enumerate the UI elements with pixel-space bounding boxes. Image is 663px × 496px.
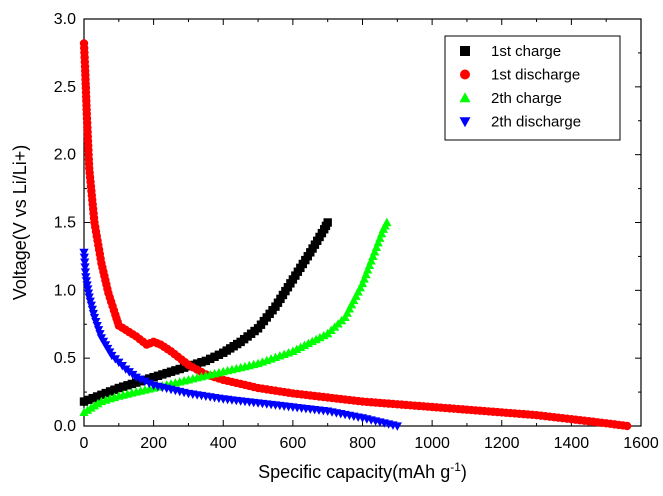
series-2th-charge — [79, 217, 392, 417]
x-tick-label-200: 200 — [140, 435, 167, 452]
plot-area — [79, 39, 632, 431]
data-point — [175, 364, 184, 374]
data-point — [371, 242, 382, 251]
data-point — [84, 395, 93, 405]
data-point — [323, 218, 332, 227]
x-axis-title-superscript: -1 — [450, 460, 461, 474]
data-point — [366, 256, 376, 265]
axes: 0 200 400 600 800 1000 1200 1400 1600 0.0 0.5 1.0 1.… — [54, 11, 659, 452]
series-1st-discharge — [79, 39, 632, 431]
data-point — [79, 248, 89, 258]
data-point — [351, 291, 361, 300]
data-point — [357, 278, 368, 288]
legend-marker-3 — [459, 92, 471, 103]
data-point — [355, 282, 365, 292]
data-point — [377, 228, 387, 238]
legend-label-4: 2th discharge — [491, 114, 581, 131]
legend-label-3: 2th charge — [491, 90, 562, 107]
y-tick-label-3.0: 3.0 — [54, 11, 76, 28]
data-point — [382, 217, 392, 227]
x-tick-label-1200: 1200 — [484, 435, 520, 452]
x-tick-label-400: 400 — [210, 435, 237, 452]
series-2th-discharge — [79, 248, 402, 431]
data-point — [622, 421, 632, 431]
data-point — [340, 312, 350, 322]
x-tick-label-0: 0 — [80, 435, 89, 452]
data-point — [205, 354, 215, 364]
y-tick-label-0.0: 0.0 — [54, 418, 76, 435]
data-point — [201, 356, 211, 366]
data-point — [92, 392, 102, 401]
legend-box — [444, 35, 621, 141]
data-point — [375, 233, 385, 242]
x-tick-label-1400: 1400 — [554, 435, 590, 452]
data-point — [171, 366, 180, 375]
x-tick-label-600: 600 — [280, 435, 307, 452]
data-point — [88, 393, 97, 403]
data-point — [179, 363, 189, 372]
data-point — [101, 388, 110, 398]
data-point — [80, 268, 91, 277]
y-tick-label-0.5: 0.5 — [54, 350, 76, 367]
legend-marker-1 — [460, 46, 470, 56]
x-axis-title-main: Specific capacity(mAh g — [258, 462, 450, 482]
data-point — [132, 378, 141, 387]
data-point — [368, 251, 378, 260]
data-point — [80, 263, 90, 272]
data-point — [118, 382, 128, 391]
legend-label-1: 1st charge — [491, 43, 561, 60]
data-point — [149, 372, 158, 382]
data-point — [97, 390, 106, 399]
data-point — [364, 260, 375, 270]
data-point — [105, 387, 115, 396]
legend-marker-4 — [459, 117, 471, 128]
data-point — [127, 379, 137, 389]
legend-marker-2 — [460, 69, 470, 80]
data-point — [344, 304, 355, 313]
data-point — [79, 397, 89, 406]
data-point — [162, 368, 171, 378]
x-axis-title-close: ) — [461, 462, 467, 482]
data-point — [214, 350, 224, 359]
data-point — [79, 253, 89, 263]
x-tick-label-1600: 1600 — [623, 435, 659, 452]
data-point — [114, 383, 124, 393]
x-axis-title: Specific capacity(mAh g-1) — [258, 460, 467, 482]
data-point — [110, 385, 119, 394]
data-point — [158, 370, 167, 379]
y-tick-label-1.0: 1.0 — [54, 282, 76, 299]
legend: 1st charge 1st discharge 2th charge 2th dis… — [444, 35, 621, 141]
data-point — [363, 265, 373, 274]
data-point — [197, 358, 206, 367]
data-point — [392, 422, 402, 431]
x-tick-label-800: 800 — [349, 435, 376, 452]
legend-label-2: 1st discharge — [491, 67, 580, 84]
data-point — [80, 258, 90, 267]
data-point — [353, 287, 363, 296]
data-point — [210, 352, 219, 362]
data-point — [123, 381, 132, 390]
y-tick-label-1.5: 1.5 — [54, 215, 76, 232]
data-point — [342, 308, 352, 317]
y-axis-title: Voltage(V vs Li/Li+) — [10, 145, 30, 301]
data-point — [349, 295, 359, 305]
y-tick-label-2.0: 2.0 — [54, 147, 76, 164]
data-point — [347, 299, 357, 309]
data-point — [153, 371, 163, 381]
data-point — [361, 269, 371, 279]
x-tick-label-1000: 1000 — [414, 435, 450, 452]
data-point — [359, 274, 369, 283]
data-point — [145, 374, 154, 383]
data-point — [373, 238, 383, 247]
data-point — [166, 367, 176, 376]
data-point — [370, 247, 380, 256]
y-tick-label-2.5: 2.5 — [54, 79, 76, 96]
data-point — [192, 359, 202, 368]
